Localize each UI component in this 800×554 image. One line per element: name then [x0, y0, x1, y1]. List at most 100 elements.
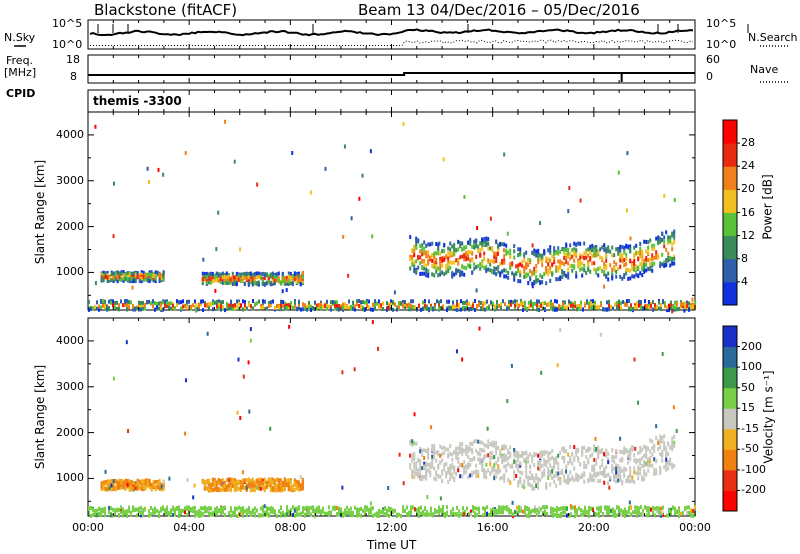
velocity-scatter-cell: [194, 505, 196, 510]
velocity-scatter-cell: [462, 506, 464, 511]
power-scatter-cell: [430, 305, 432, 310]
power-scatter-cell: [449, 265, 452, 270]
velocity-scatter-cell: [537, 485, 540, 490]
power-scatter-cell: [499, 261, 502, 266]
power-scatter-cell: [588, 304, 590, 309]
velocity-scatter-cell: [166, 506, 168, 511]
velocity-scatter-cell: [607, 481, 610, 486]
velocity-scatter-cell: [539, 463, 542, 468]
power-scatter-cell: [655, 250, 658, 255]
power-noise-cell: [438, 241, 441, 246]
velocity-scatter-cell: [518, 506, 520, 511]
power-scatter-cell: [581, 254, 584, 259]
power-scatter-cell: [616, 301, 618, 306]
velocity-scatter-cell: [597, 452, 600, 457]
velocity-scatter-cell: [588, 505, 590, 510]
power-scatter-cell: [475, 254, 478, 259]
velocity-scatter-cell: [623, 448, 626, 453]
power-scatter-cell: [611, 245, 614, 250]
power-scatter-cell: [481, 246, 484, 251]
power-scatter-cell: [669, 239, 672, 244]
velocity-scatter-cell: [560, 514, 562, 519]
velocity-scatter-cell: [613, 455, 616, 460]
power-scatter-cell: [134, 272, 137, 277]
power-scatter-cell: [623, 258, 626, 263]
velocity-scatter-cell: [608, 511, 610, 516]
velocity-scatter-cell: [231, 483, 234, 488]
velocity-scatter-cell: [690, 513, 692, 518]
power-scatter-cell: [273, 272, 276, 277]
power-scatter-cell: [255, 271, 258, 276]
velocity-noise-cell: [419, 449, 422, 454]
power-scatter-cell: [231, 271, 234, 276]
power-scatter-cell: [505, 251, 508, 256]
power-scatter-cell: [100, 275, 103, 280]
velocity-scatter-cell: [184, 506, 186, 511]
power-scatter-cell: [112, 275, 115, 280]
power-scatter-cell: [262, 299, 264, 304]
power-scatter-cell: [653, 243, 656, 248]
power-scatter-cell: [448, 306, 450, 311]
power-scatter-cell: [527, 263, 530, 268]
velocity-scatter-cell: [583, 464, 586, 469]
power-scatter-cell: [537, 278, 540, 283]
velocity-scatter-cell: [631, 478, 634, 483]
velocity-scatter-cell: [166, 511, 168, 516]
power-scatter-cell: [505, 268, 508, 273]
velocity-colorbar-segment: [723, 367, 737, 389]
power-noise-cell: [162, 274, 165, 279]
velocity-scatter-cell: [527, 481, 530, 486]
velocity-scatter-cell: [523, 485, 526, 490]
velocity-scatter-cell: [230, 513, 232, 518]
power-scatter-cell: [364, 307, 366, 312]
power-scatter-cell: [152, 299, 154, 304]
velocity-scatter-cell: [352, 513, 354, 518]
velocity-scatter-cell: [215, 484, 218, 489]
power-scatter-cell: [583, 241, 586, 246]
power-scatter-cell: [495, 240, 498, 245]
velocity-scatter-cell: [356, 507, 358, 512]
velocity-scatter-cell: [632, 510, 634, 515]
velocity-scatter-cell: [543, 462, 546, 467]
velocity-scatter-cell: [485, 453, 488, 458]
power-scatter-cell: [617, 248, 620, 253]
velocity-scatter-cell: [510, 509, 512, 514]
power-scatter-cell: [539, 273, 542, 278]
velocity-scatter-cell: [413, 451, 416, 456]
velocity-scatter-cell: [130, 486, 133, 491]
power-scatter-cell: [475, 241, 478, 246]
power-scatter-cell: [667, 235, 670, 240]
power-scatter-cell: [308, 300, 310, 305]
power-scatter-cell: [538, 308, 540, 313]
velocity-colorbar-frame: [722, 325, 738, 512]
velocity-scatter-cell: [275, 483, 278, 488]
power-noise-cell: [102, 299, 105, 304]
velocity-scatter-cell: [653, 457, 656, 462]
power-scatter-cell: [244, 303, 246, 308]
velocity-scatter-cell: [406, 512, 408, 517]
velocity-scatter-cell: [481, 462, 484, 467]
power-scatter-cell: [467, 240, 470, 245]
power-scatter-cell: [176, 302, 178, 307]
power-scatter-cell: [158, 278, 161, 283]
velocity-scatter-cell: [487, 444, 490, 449]
power-scatter-cell: [536, 299, 538, 304]
power-scatter-cell: [639, 251, 642, 256]
power-scatter-cell: [334, 300, 336, 305]
power-scatter-cell: [489, 246, 492, 251]
velocity-scatter-cell: [211, 482, 214, 487]
power-scatter-cell: [692, 304, 694, 309]
power-scatter-cell: [246, 306, 248, 311]
power-scatter-cell: [215, 278, 218, 283]
power-noise-cell: [502, 248, 505, 253]
velocity-scatter-cell: [527, 479, 530, 484]
velocity-scatter-cell: [182, 508, 184, 513]
power-scatter-cell: [98, 304, 100, 309]
velocity-scatter-cell: [243, 485, 246, 490]
power-scatter-cell: [433, 260, 436, 265]
power-scatter-cell: [489, 259, 492, 264]
power-scatter-cell: [651, 243, 654, 248]
velocity-scatter-cell: [142, 513, 144, 518]
velocity-colorbar-tick-label: 50: [741, 380, 755, 394]
velocity-scatter-cell: [545, 450, 548, 455]
